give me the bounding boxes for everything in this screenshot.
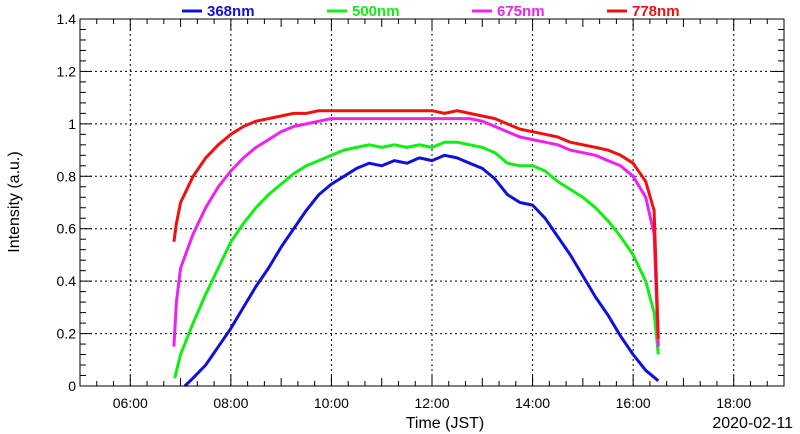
x-tick-label: 08:00	[213, 395, 248, 411]
x-tick-label: 16:00	[616, 395, 651, 411]
y-tick-label: 0.6	[57, 221, 77, 237]
legend: 368nm 500nm 675nm 778nm	[182, 3, 680, 20]
y-tick-label: 1	[68, 116, 76, 132]
series-line-368nm	[183, 153, 660, 388]
x-tick-label: 12:00	[414, 395, 449, 411]
y-tick-label: 0.4	[57, 273, 77, 289]
y-tick-label: 0.8	[57, 168, 77, 184]
legend-label: 675nm	[497, 3, 545, 20]
grid-lines	[80, 18, 784, 387]
legend-label: 500nm	[352, 3, 400, 20]
y-axis-label: Intensity (a.u.)	[6, 151, 23, 252]
x-tick-label: 14:00	[515, 395, 550, 411]
y-tick-label: 1.2	[57, 63, 77, 79]
x-tick-label: 06:00	[113, 395, 148, 411]
x-tick-label: 18:00	[716, 395, 751, 411]
series-line-675nm	[172, 117, 660, 347]
date-label: 2020-02-11	[712, 415, 793, 432]
series-line-500nm	[173, 140, 660, 379]
series-layer	[172, 109, 660, 388]
legend-label: 778nm	[632, 3, 680, 20]
tick-labels: 06:00 08:00 10:00 12:00 14:00 16:00 18:00 0 0.2 0…	[57, 11, 752, 411]
y-tick-label: 0	[68, 378, 76, 394]
axis-ticks	[79, 18, 785, 387]
legend-label: 368nm	[207, 3, 255, 20]
x-tick-label: 10:00	[314, 395, 349, 411]
x-axis-label: Time (JST)	[406, 415, 485, 432]
y-tick-label: 1.4	[57, 11, 77, 27]
y-tick-label: 0.2	[57, 326, 77, 342]
series-line-778nm	[172, 109, 660, 339]
